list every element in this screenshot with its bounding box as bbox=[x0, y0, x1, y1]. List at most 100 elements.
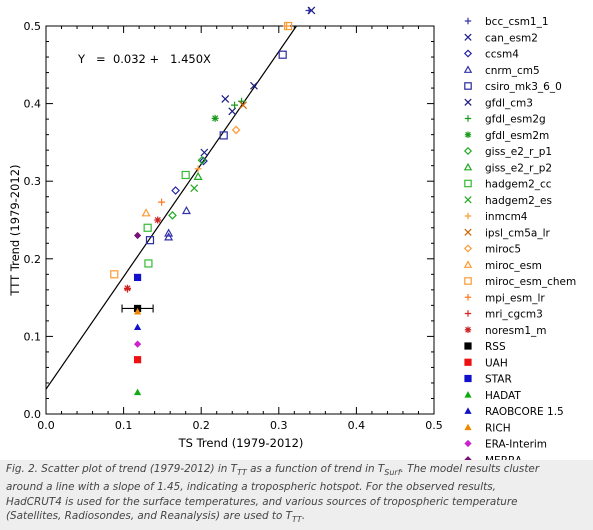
legend-label-giss-e2-r-p1: giss_e2_r_p1 bbox=[485, 146, 552, 158]
caption-line1: Fig. 2. Scatter plot of trend (1979-2012… bbox=[6, 463, 237, 475]
filled-square-mark bbox=[464, 342, 472, 350]
caption-line3: HadCRUT4 is used for the surface tempera… bbox=[6, 495, 518, 508]
point-hadgem2-cc bbox=[181, 170, 190, 180]
point-miroc5 bbox=[231, 125, 241, 135]
x-mark bbox=[464, 228, 472, 236]
diamond-mark bbox=[171, 186, 180, 195]
point-giss-e2-r-p1 bbox=[168, 210, 177, 220]
x-axis-label: TS Trend (1979-2012) bbox=[178, 436, 304, 450]
legend-label-inmcm4: inmcm4 bbox=[485, 211, 528, 223]
legend-label-hadat: HADAT bbox=[485, 390, 521, 402]
filled-diamond-mark bbox=[464, 439, 472, 448]
legend-label-ipsl-cm5a-lr: ipsl_cm5a_lr bbox=[485, 227, 551, 239]
y-tick-label: 0.1 bbox=[24, 330, 42, 343]
y-tick-label: 0.5 bbox=[24, 20, 42, 33]
point-cnrm-cm5 bbox=[164, 232, 174, 241]
x-mark bbox=[200, 148, 209, 157]
filled-triangle-mark bbox=[464, 391, 472, 398]
point-giss-e2-r-p1 bbox=[197, 155, 207, 165]
x-tick-label: 0.5 bbox=[425, 419, 443, 432]
diamond-mark bbox=[463, 146, 473, 156]
square-mark bbox=[181, 170, 190, 180]
legend-label-cnrm-cm5: cnrm_cm5 bbox=[485, 65, 540, 77]
point-cnrm-cm5 bbox=[164, 228, 174, 237]
square-mark bbox=[143, 223, 152, 232]
plus-mark bbox=[158, 198, 166, 206]
point-noresm1-m bbox=[123, 284, 131, 292]
legend-marker-rss bbox=[464, 342, 472, 350]
point-ccsm4 bbox=[171, 186, 180, 195]
legend-label-mpi-esm-lr: mpi_esm_lr bbox=[485, 292, 545, 304]
y-tick-label: 0.2 bbox=[24, 253, 42, 266]
legend-marker-miroc-esm bbox=[463, 260, 473, 268]
filled-diamond-mark bbox=[133, 340, 142, 348]
legend-label-gfdl-cm3: gfdl_cm3 bbox=[485, 97, 533, 109]
filled-triangle-mark bbox=[133, 323, 142, 330]
point-can-esm2 bbox=[307, 6, 316, 15]
square-mark bbox=[145, 236, 155, 245]
square-mark bbox=[464, 277, 472, 285]
asterisk-mark bbox=[154, 216, 162, 224]
legend-label-miroc5: miroc5 bbox=[485, 244, 521, 256]
legend-marker-giss-e2-r-p2 bbox=[463, 162, 473, 171]
point-csiro-mk3-6-0 bbox=[219, 131, 228, 140]
filled-square-mark bbox=[464, 374, 472, 383]
legend-marker-cnrm-cm5 bbox=[463, 65, 473, 73]
legend-label-csiro-mk3-6-0: csiro_mk3_6_0 bbox=[485, 81, 562, 93]
point-giss-e2-r-p2 bbox=[193, 171, 203, 180]
caption-line4: (Satellites, Radiosondes, and Reanalysis… bbox=[6, 510, 293, 523]
caption-sub-tt: TT bbox=[237, 468, 247, 478]
square-mark bbox=[219, 131, 228, 140]
legend-label-hadgem2-cc: hadgem2_cc bbox=[485, 179, 552, 191]
legend-marker-raobcore-1-5 bbox=[464, 407, 472, 414]
filled-diamond-mark bbox=[464, 456, 472, 460]
y-axis-label: TTT Trend (1979-2012) bbox=[8, 164, 22, 296]
diamond-mark bbox=[463, 49, 473, 58]
point-inmcm4 bbox=[194, 165, 202, 173]
legend-marker-merra bbox=[464, 456, 472, 460]
square-mark bbox=[278, 50, 287, 59]
scatter-chart: 0.0 0.1 0.2 0.3 0.4 0.5 0.0 0.1 0.2 0.3 0.4 0.5 Y =… bbox=[8, 6, 576, 460]
point-miroc-esm bbox=[141, 208, 151, 217]
legend-marker-hadgem2-es bbox=[464, 196, 472, 204]
point-miroc-esm-chem bbox=[284, 21, 293, 31]
legend-marker-gfdl-esm2g bbox=[464, 115, 472, 122]
legend-marker-uah bbox=[464, 358, 472, 366]
triangle-mark bbox=[193, 171, 203, 180]
regression-line bbox=[45, 25, 297, 390]
triangle-mark bbox=[164, 228, 174, 237]
point-star bbox=[133, 273, 142, 282]
x-tick-label: 0.0 bbox=[37, 419, 55, 432]
filled-triangle-mark bbox=[133, 307, 142, 315]
legend-label-mri-cgcm3: mri_cgcm3 bbox=[485, 309, 543, 321]
point-gfdl-esm2g bbox=[231, 101, 239, 109]
point-gfdl-cm3 bbox=[200, 148, 209, 157]
point-gfdl-cm3 bbox=[221, 95, 230, 103]
triangle-mark bbox=[164, 232, 174, 241]
filled-triangle-mark bbox=[464, 407, 472, 414]
asterisk-mark bbox=[211, 114, 219, 122]
legend-label-raobcore-1-5: RAOBCORE 1.5 bbox=[485, 406, 564, 418]
x-tick-label: 0.4 bbox=[348, 419, 366, 432]
point-miroc-esm-chem bbox=[110, 270, 119, 279]
legend-label-ccsm4: ccsm4 bbox=[485, 49, 519, 61]
point-gfdl-cm3 bbox=[228, 107, 237, 116]
square-mark bbox=[284, 21, 293, 31]
figure-caption: Fig. 2. Scatter plot of trend (1979-2012… bbox=[6, 462, 586, 528]
legend: bcc_csm1_1 can_esm2 ccsm4 cnrm_cm5 csiro_mk3… bbox=[463, 16, 576, 460]
x-mark bbox=[250, 81, 258, 90]
asterisk-mark bbox=[123, 284, 131, 292]
plus-mark bbox=[194, 165, 202, 173]
legend-marker-mpi-esm-lr bbox=[464, 294, 472, 301]
legend-label-giss-e2-r-p2: giss_e2_r_p2 bbox=[485, 162, 552, 174]
point-csiro-mk3-6-0 bbox=[278, 50, 287, 59]
filled-square-mark bbox=[133, 356, 142, 364]
legend-marker-gfdl-cm3 bbox=[464, 98, 472, 106]
point-hadgem2-cc bbox=[144, 259, 153, 268]
triangle-mark bbox=[141, 208, 151, 217]
triangle-mark bbox=[463, 65, 473, 73]
legend-label-miroc-esm: miroc_esm bbox=[485, 260, 542, 272]
filled-triangle-mark bbox=[133, 388, 142, 396]
triangle-mark bbox=[463, 260, 473, 268]
diamond-mark bbox=[168, 210, 177, 220]
